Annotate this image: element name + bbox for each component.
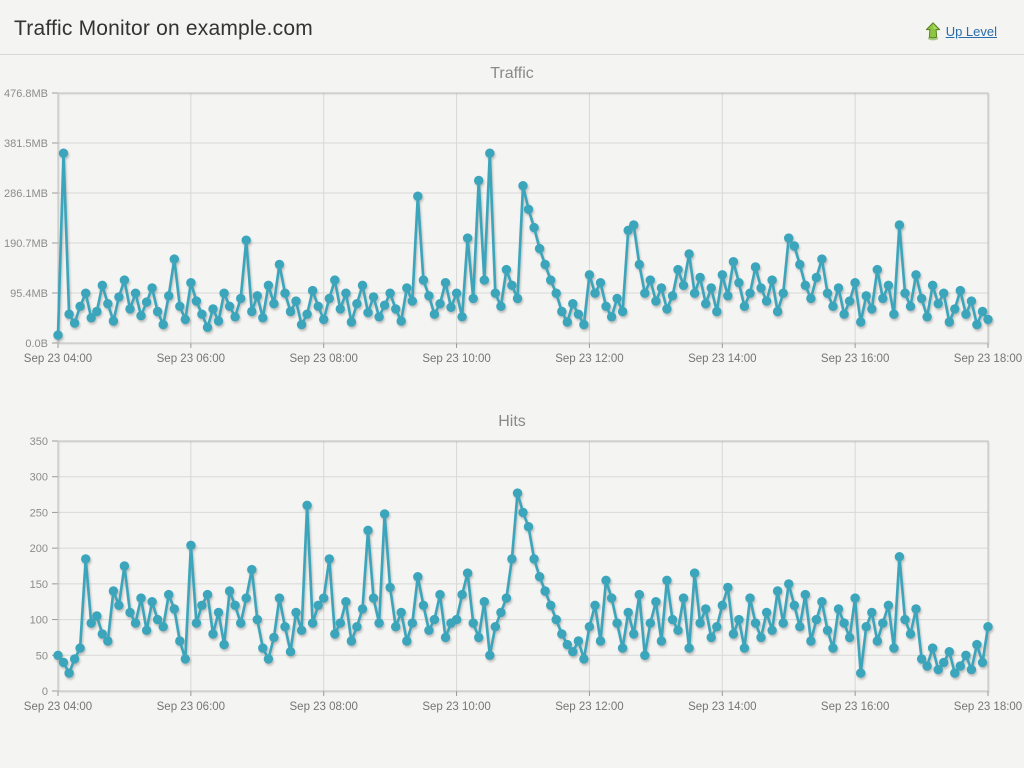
hits-chart: Hits 0 50 100 150 200 250 300 350 Sep 23 04:00 Se… (0, 408, 1024, 718)
x-axis-label: Sep 23 14:00 (688, 701, 756, 713)
x-axis-label: Sep 23 04:00 (24, 353, 92, 365)
plot-border (57, 92, 989, 344)
y-axis-label: 0 (42, 686, 48, 698)
up-level-link[interactable]: Up Level (925, 22, 997, 41)
y-axis-label: 200 (30, 543, 48, 555)
up-arrow-icon (925, 22, 940, 41)
traffic-series (53, 148, 993, 340)
y-axis-label: 50 (36, 650, 48, 662)
y-axis-label: 350 (30, 436, 48, 448)
x-axis-label: Sep 23 14:00 (688, 353, 756, 365)
x-axis-label: Sep 23 10:00 (422, 701, 490, 713)
hits-plot: 0 50 100 150 200 250 300 350 Sep 23 04:00 Sep 23 … (24, 436, 1022, 713)
y-axis-label: 150 (30, 579, 48, 591)
x-axis-label: Sep 23 16:00 (821, 353, 889, 365)
series-line (56, 492, 990, 677)
header: Traffic Monitor on example.com Up Level (0, 0, 1024, 55)
y-axis-label: 381.5MB (4, 138, 48, 150)
grid-lines: 0 50 100 150 200 250 300 350 Sep 23 04:00 Sep 23 … (24, 436, 1022, 713)
grid-lines: 0.0B 95.4MB 190.7MB 286.1MB 381.5MB 476.8MB Se… (4, 88, 1022, 365)
y-axis-label: 95.4MB (10, 288, 48, 300)
up-level-label: Up Level (945, 24, 997, 39)
x-axis-label: Sep 23 08:00 (290, 353, 358, 365)
x-axis-label: Sep 23 12:00 (555, 701, 623, 713)
y-axis-label: 476.8MB (4, 88, 48, 100)
y-axis-label: 300 (30, 472, 48, 484)
x-axis-label: Sep 23 18:00 (954, 353, 1022, 365)
traffic-chart: Traffic 0.0B 95.4MB 190.7MB 286.1MB 381.5MB 4… (0, 60, 1024, 370)
x-axis-label: Sep 23 06:00 (157, 353, 225, 365)
x-axis-label: Sep 23 18:00 (954, 701, 1022, 713)
plot-border (57, 440, 989, 692)
hits-series (53, 488, 993, 678)
x-axis-label: Sep 23 10:00 (422, 353, 490, 365)
traffic-plot: 0.0B 95.4MB 190.7MB 286.1MB 381.5MB 476.8MB Se… (4, 88, 1022, 365)
y-axis-label: 286.1MB (4, 188, 48, 200)
x-axis-label: Sep 23 04:00 (24, 701, 92, 713)
x-axis-label: Sep 23 12:00 (555, 353, 623, 365)
y-axis-label: 0.0B (25, 338, 48, 350)
y-axis-label: 190.7MB (4, 238, 48, 250)
x-axis-label: Sep 23 16:00 (821, 701, 889, 713)
y-axis-label: 100 (30, 615, 48, 627)
page-title: Traffic Monitor on example.com (14, 17, 313, 40)
x-axis-label: Sep 23 06:00 (157, 701, 225, 713)
y-axis-label: 250 (30, 507, 48, 519)
x-axis-label: Sep 23 08:00 (290, 701, 358, 713)
series-line (56, 153, 990, 336)
